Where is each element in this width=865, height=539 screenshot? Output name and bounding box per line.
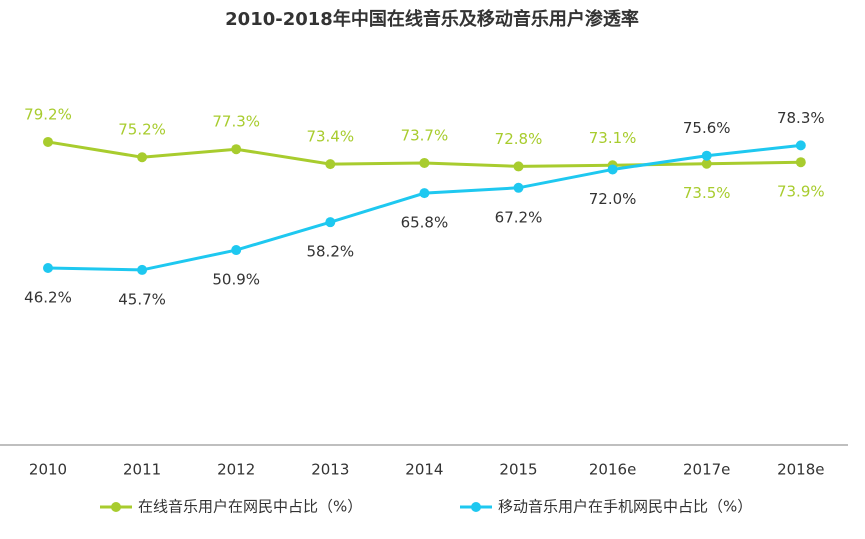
x-tick-label: 2011 [123,461,161,479]
data-point [231,144,242,155]
data-point [231,245,242,256]
data-label: 79.2% [24,105,72,123]
data-point [513,161,524,172]
data-point [43,136,53,147]
data-point [325,217,336,228]
x-tick-label: 2014 [405,461,443,479]
data-label: 50.9% [212,271,260,289]
x-tick-label: 2016e [589,461,636,479]
legend-marker [111,502,121,512]
x-tick-label: 2017e [683,461,730,479]
x-tick-label: 2013 [311,461,349,479]
data-point [43,263,53,274]
data-label: 73.5% [683,184,731,202]
data-label: 72.0% [589,190,637,208]
data-label: 72.8% [495,130,543,148]
data-point [137,264,148,275]
legend-label: 移动音乐用户在手机网民中占比（%） [498,498,752,516]
data-label: 73.7% [401,126,449,144]
data-label: 45.7% [118,290,166,308]
data-point [325,159,336,170]
data-label: 75.2% [118,121,166,139]
x-tick-label: 2012 [217,461,255,479]
data-label: 73.1% [589,129,637,147]
data-point [137,152,148,163]
data-point [795,157,806,168]
chart-title: 2010-2018年中国在线音乐及移动音乐用户渗透率 [225,8,639,30]
data-label: 46.2% [24,289,72,307]
data-label: 78.3% [777,109,825,127]
data-label: 75.6% [683,119,731,137]
x-tick-label: 2010 [29,461,67,479]
data-point [795,140,806,151]
data-point [513,182,524,193]
data-point [701,150,712,161]
data-label: 73.9% [777,183,825,201]
data-point [607,164,618,175]
data-point [419,188,430,199]
data-label: 73.4% [306,128,354,146]
data-label: 67.2% [495,208,543,226]
data-label: 58.2% [306,243,354,261]
data-point [701,158,712,169]
legend-label: 在线音乐用户在网民中占比（%） [138,498,362,516]
legend-marker [471,502,481,512]
data-label: 77.3% [212,113,260,131]
x-tick-label: 2018e [777,461,824,479]
data-point [419,157,430,168]
x-tick-label: 2015 [499,461,537,479]
data-label: 65.8% [401,214,449,232]
